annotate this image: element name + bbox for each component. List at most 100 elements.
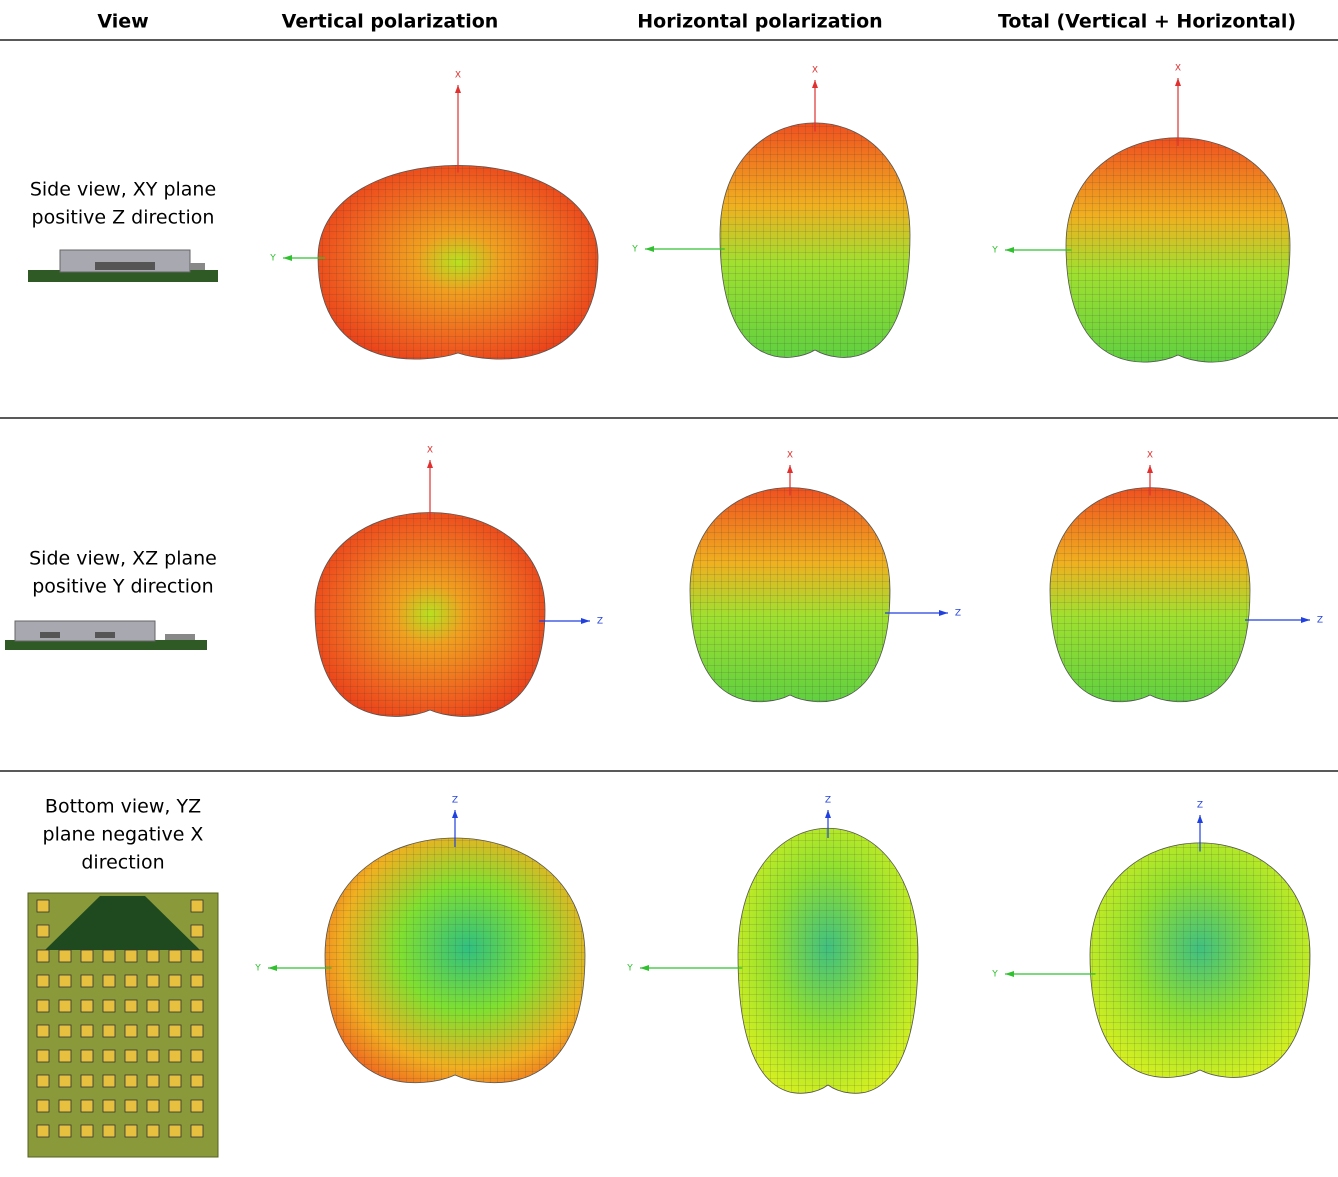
pad xyxy=(168,1124,182,1138)
pad xyxy=(36,949,50,963)
pad xyxy=(36,1124,50,1138)
arrow xyxy=(787,465,793,473)
pad xyxy=(58,1124,72,1138)
row-label: plane negative X xyxy=(43,824,204,846)
arrow xyxy=(1175,78,1181,86)
pad xyxy=(190,974,204,988)
axis-label: X xyxy=(1175,64,1181,74)
axis-label: Z xyxy=(955,609,961,619)
column-header: Vertical polarization xyxy=(282,11,499,33)
radiation-pattern: ZY xyxy=(991,801,1311,1078)
arrow xyxy=(825,810,831,818)
mesh xyxy=(690,487,890,702)
axis-label: X xyxy=(812,66,818,76)
pad xyxy=(58,1049,72,1063)
column-header: Total (Vertical + Horizontal) xyxy=(998,11,1296,33)
pad xyxy=(58,949,72,963)
pad xyxy=(146,1099,160,1113)
pad xyxy=(102,1124,116,1138)
axis-label: Y xyxy=(254,964,261,974)
pad xyxy=(58,1074,72,1088)
pad xyxy=(102,1024,116,1038)
pad xyxy=(190,1074,204,1088)
pad xyxy=(146,1074,160,1088)
radiation-pattern: XY xyxy=(631,66,911,358)
pad xyxy=(36,1049,50,1063)
radiation-pattern: XZ xyxy=(314,446,603,717)
pad xyxy=(124,1024,138,1038)
axis-label: Z xyxy=(1197,801,1203,811)
arrow xyxy=(1005,247,1014,253)
pad xyxy=(36,974,50,988)
pad xyxy=(168,1099,182,1113)
pad xyxy=(58,1024,72,1038)
pad xyxy=(80,974,94,988)
pad xyxy=(102,949,116,963)
radiation-pattern: ZY xyxy=(254,796,586,1084)
pad xyxy=(190,1124,204,1138)
pad xyxy=(102,974,116,988)
pad xyxy=(190,899,204,913)
row-label: positive Y direction xyxy=(32,576,213,598)
pad xyxy=(58,1099,72,1113)
mesh xyxy=(1066,137,1290,363)
mesh xyxy=(1090,842,1310,1078)
row-label: Bottom view, YZ xyxy=(45,796,201,818)
pad xyxy=(146,1024,160,1038)
pad xyxy=(146,999,160,1013)
pad xyxy=(146,949,160,963)
arrow xyxy=(812,80,818,88)
pad xyxy=(124,1124,138,1138)
arrow xyxy=(452,810,458,818)
pad xyxy=(36,899,50,913)
pad xyxy=(102,1049,116,1063)
pad xyxy=(36,924,50,938)
arrow xyxy=(1301,617,1310,623)
pad xyxy=(168,1024,182,1038)
mesh xyxy=(738,828,918,1094)
row-label: direction xyxy=(81,852,164,874)
pad xyxy=(124,999,138,1013)
pad xyxy=(146,1049,160,1063)
pad xyxy=(146,974,160,988)
mesh xyxy=(1050,487,1250,702)
arrow xyxy=(427,460,433,468)
module-bottom xyxy=(27,892,219,1158)
module-side-2 xyxy=(5,620,207,650)
arrow xyxy=(1197,815,1203,823)
axis-label: Y xyxy=(631,245,638,255)
axis-label: Z xyxy=(1317,616,1323,626)
pad xyxy=(190,949,204,963)
arrow xyxy=(939,610,948,616)
pad xyxy=(80,1049,94,1063)
pad xyxy=(36,1099,50,1113)
axis-label: Y xyxy=(269,254,276,264)
pad xyxy=(80,1124,94,1138)
pad xyxy=(146,1124,160,1138)
radiation-pattern: XZ xyxy=(1049,451,1323,703)
mesh xyxy=(318,165,598,360)
pad xyxy=(102,1074,116,1088)
row-label: positive Z direction xyxy=(32,207,215,229)
pad xyxy=(80,1099,94,1113)
arrow xyxy=(455,85,461,93)
arrow xyxy=(283,255,292,261)
arrow xyxy=(581,618,590,624)
pad xyxy=(102,999,116,1013)
pad xyxy=(36,999,50,1013)
pad xyxy=(124,1099,138,1113)
pad xyxy=(190,1049,204,1063)
radiation-pattern: XY xyxy=(269,71,599,360)
pad xyxy=(80,999,94,1013)
pad xyxy=(102,1099,116,1113)
row-label: Side view, XY plane xyxy=(30,179,216,201)
pad xyxy=(168,1049,182,1063)
axis-label: X xyxy=(1147,451,1153,461)
arrow xyxy=(1147,465,1153,473)
pad xyxy=(36,1074,50,1088)
mesh xyxy=(720,122,910,358)
arrow xyxy=(645,246,654,252)
pad xyxy=(80,1024,94,1038)
axis-label: Z xyxy=(825,796,831,806)
mesh xyxy=(325,838,585,1083)
